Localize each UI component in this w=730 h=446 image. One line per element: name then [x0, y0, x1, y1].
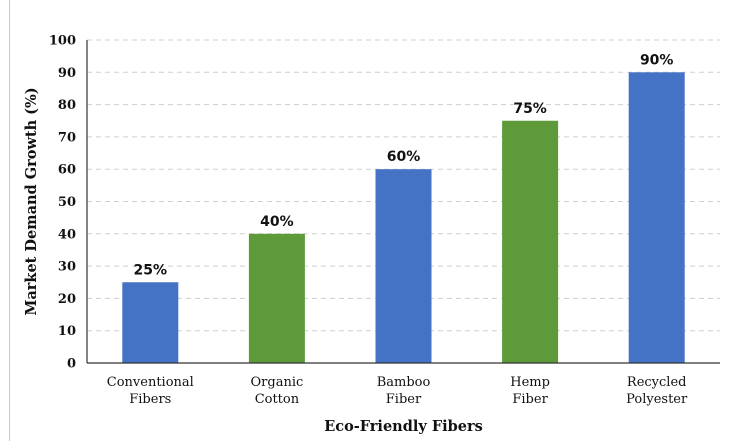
y-tick-label: 70 [58, 130, 76, 145]
y-axis-title: Market Demand Growth (%) [23, 87, 40, 315]
x-tick-label: Cotton [255, 392, 300, 407]
y-tick-label: 50 [58, 195, 76, 210]
x-tick-label: Bamboo [377, 375, 431, 390]
bar [628, 72, 685, 364]
x-tick-label: Fiber [386, 392, 422, 407]
x-tick-label: Hemp [510, 375, 550, 390]
bar [375, 169, 432, 363]
y-tick-label: 20 [58, 292, 76, 307]
axis-layer [86, 40, 720, 364]
y-tick-label: 10 [58, 324, 76, 339]
data-label: 90% [640, 52, 674, 68]
bar-layer [122, 72, 685, 364]
x-tick-label: Organic [251, 375, 304, 390]
label-layer: 0 10 20 30 40 50 60 70 80 90 100 25% Conventional Fib… [49, 34, 688, 408]
data-label: 75% [513, 101, 547, 117]
data-label: 40% [260, 214, 294, 230]
x-tick-label: Recycled [627, 375, 687, 390]
data-label: 60% [387, 149, 421, 165]
x-axis-title: Eco-Friendly Fibers [324, 418, 483, 435]
x-tick-label: Fibers [129, 392, 171, 407]
x-tick-label: Fiber [512, 392, 548, 407]
y-tick-label: 100 [49, 34, 76, 49]
y-tick-label: 80 [58, 98, 76, 113]
bar [502, 120, 559, 363]
data-label: 25% [134, 262, 168, 278]
y-tick-label: 0 [67, 357, 76, 372]
bar [122, 282, 179, 363]
x-tick-label: Polyester [626, 392, 688, 407]
bar [248, 233, 305, 363]
y-tick-label: 90 [58, 66, 76, 81]
y-tick-label: 30 [58, 260, 76, 275]
y-tick-label: 60 [58, 163, 76, 178]
left-border-line [9, 0, 10, 441]
x-tick-label: Conventional [107, 375, 194, 390]
y-tick-label: 40 [58, 227, 76, 242]
